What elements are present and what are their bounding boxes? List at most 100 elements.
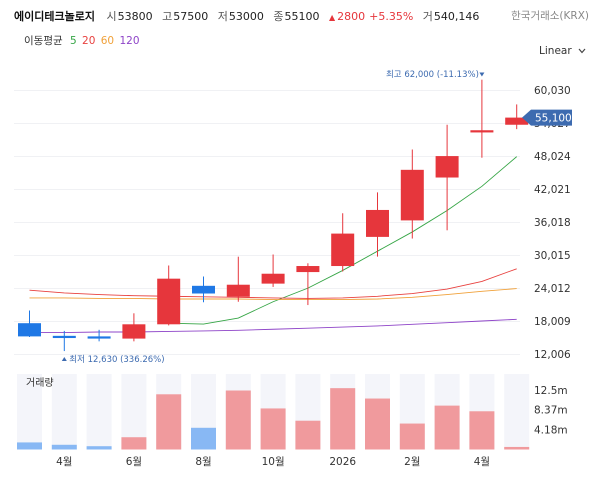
volume-tick-label: 8.37m — [534, 405, 568, 417]
volume-column-bg — [17, 374, 42, 450]
candle-body — [435, 156, 459, 178]
ma-120-line — [29, 318, 517, 333]
candle-body — [296, 266, 320, 273]
x-axis-label: 4월 — [474, 456, 490, 468]
volume-bars — [17, 388, 530, 450]
volume-column-bg — [121, 374, 147, 450]
volume-bar — [295, 420, 321, 450]
candle — [331, 213, 355, 272]
volume-column-bg — [51, 374, 77, 450]
price-tick-label: 18,009 — [534, 316, 571, 328]
volume-bar — [434, 405, 460, 450]
candle — [192, 276, 215, 303]
low-label: 저 — [217, 10, 228, 23]
price-grid: 60,03054,02748,02442,02136,01830,01524,0… — [14, 85, 571, 361]
volume-bar — [365, 398, 390, 450]
volume-bar — [504, 446, 530, 450]
high-price-annotation: 최고 62,000 (-11.13%) — [386, 69, 485, 80]
moving-average-legend: 이동평균 5 20 60 120 — [24, 33, 144, 48]
high-price-label: 최고 62,000 (-11.13%) — [386, 69, 479, 80]
close-label: 종 — [273, 10, 284, 23]
candle-body — [87, 336, 111, 339]
volume-column-bg — [86, 374, 112, 450]
candle — [157, 265, 181, 326]
volume-column-bg — [504, 374, 530, 450]
volume-tick-label: 12.5m — [534, 385, 568, 397]
candle — [296, 263, 320, 306]
ma-60-label[interactable]: 60 — [100, 35, 115, 47]
volume-tick-label: 4.18m — [534, 424, 568, 436]
volume-bar — [330, 388, 356, 450]
volume-bar — [260, 408, 286, 450]
current-price-tag: 55,100 — [522, 109, 572, 126]
candle-body — [400, 169, 424, 221]
high-value: 57500 — [173, 10, 209, 23]
x-axis-label: 4월 — [56, 456, 72, 468]
ma-120-label[interactable]: 120 — [119, 35, 140, 47]
volume-bar — [156, 394, 182, 450]
candle — [122, 313, 146, 342]
change-percent: +5.35% — [369, 10, 414, 23]
ma-20-label[interactable]: 20 — [82, 35, 96, 47]
price-tick-label: 42,021 — [534, 184, 571, 196]
ma-5-label[interactable]: 5 — [69, 35, 77, 47]
close-value: 55100 — [284, 10, 320, 23]
down-arrow-icon — [479, 72, 485, 77]
candle — [470, 79, 494, 158]
volume-title: 거래량 — [26, 377, 54, 389]
candle — [87, 329, 111, 342]
stock-header: 에이디테크놀로지 시53800 고57500 저53000 종55100 ▲ 28… — [14, 8, 589, 26]
candle-body — [192, 285, 215, 294]
candle-body — [157, 278, 181, 325]
ma-60-line — [29, 288, 517, 301]
volume-bar — [51, 444, 77, 450]
candle — [400, 149, 424, 239]
scale-select[interactable]: Linear — [539, 45, 586, 57]
chevron-down-icon — [578, 48, 586, 54]
volume-bar — [399, 423, 425, 450]
low-value: 53000 — [228, 10, 264, 23]
candle-body — [366, 209, 389, 237]
price-tick-label: 36,018 — [534, 217, 571, 229]
x-axis-label: 6월 — [126, 456, 142, 468]
candle — [261, 254, 285, 287]
price-tick-label: 30,015 — [534, 250, 571, 262]
exchange-label: 한국거래소(KRX) — [511, 10, 589, 22]
candle-body — [470, 130, 494, 133]
candle-body — [505, 117, 529, 125]
current-price-label: 55,100 — [535, 113, 572, 125]
candle — [505, 104, 529, 130]
open-value: 53800 — [117, 10, 153, 23]
stock-name: 에이디테크놀로지 — [14, 10, 95, 23]
candle-body — [122, 324, 146, 339]
volume-bar — [86, 446, 112, 450]
candle-body — [331, 233, 355, 267]
x-axis-label: 2026 — [329, 456, 356, 468]
scale-label: Linear — [539, 45, 572, 57]
volume-value: 540,146 — [433, 10, 480, 23]
ma-legend-label: 이동평균 — [24, 35, 63, 47]
volume-bar — [225, 390, 251, 450]
volume-bar — [191, 427, 216, 450]
volume-label: 거 — [422, 10, 433, 23]
x-axis-label: 8월 — [195, 456, 211, 468]
price-tick-label: 12,006 — [534, 349, 571, 361]
volume-bar — [121, 437, 147, 450]
current-price-tag-bg — [522, 109, 572, 126]
volume-bar — [469, 411, 495, 450]
volume-bar — [17, 442, 42, 450]
change-value: 2800 — [337, 10, 366, 23]
candle — [18, 310, 41, 337]
price-tick-label: 60,030 — [534, 85, 571, 97]
candle-body — [52, 335, 76, 339]
candles — [18, 79, 529, 352]
ma-20-line — [29, 268, 517, 299]
change-up-icon: ▲ — [328, 13, 336, 22]
open-label: 시 — [106, 10, 117, 23]
candle — [226, 256, 250, 302]
candle-body — [18, 323, 41, 337]
low-price-label: 최저 12,630 (336.26%) — [69, 354, 164, 365]
candle-body — [261, 273, 285, 284]
x-axis-label: 10월 — [262, 456, 285, 468]
